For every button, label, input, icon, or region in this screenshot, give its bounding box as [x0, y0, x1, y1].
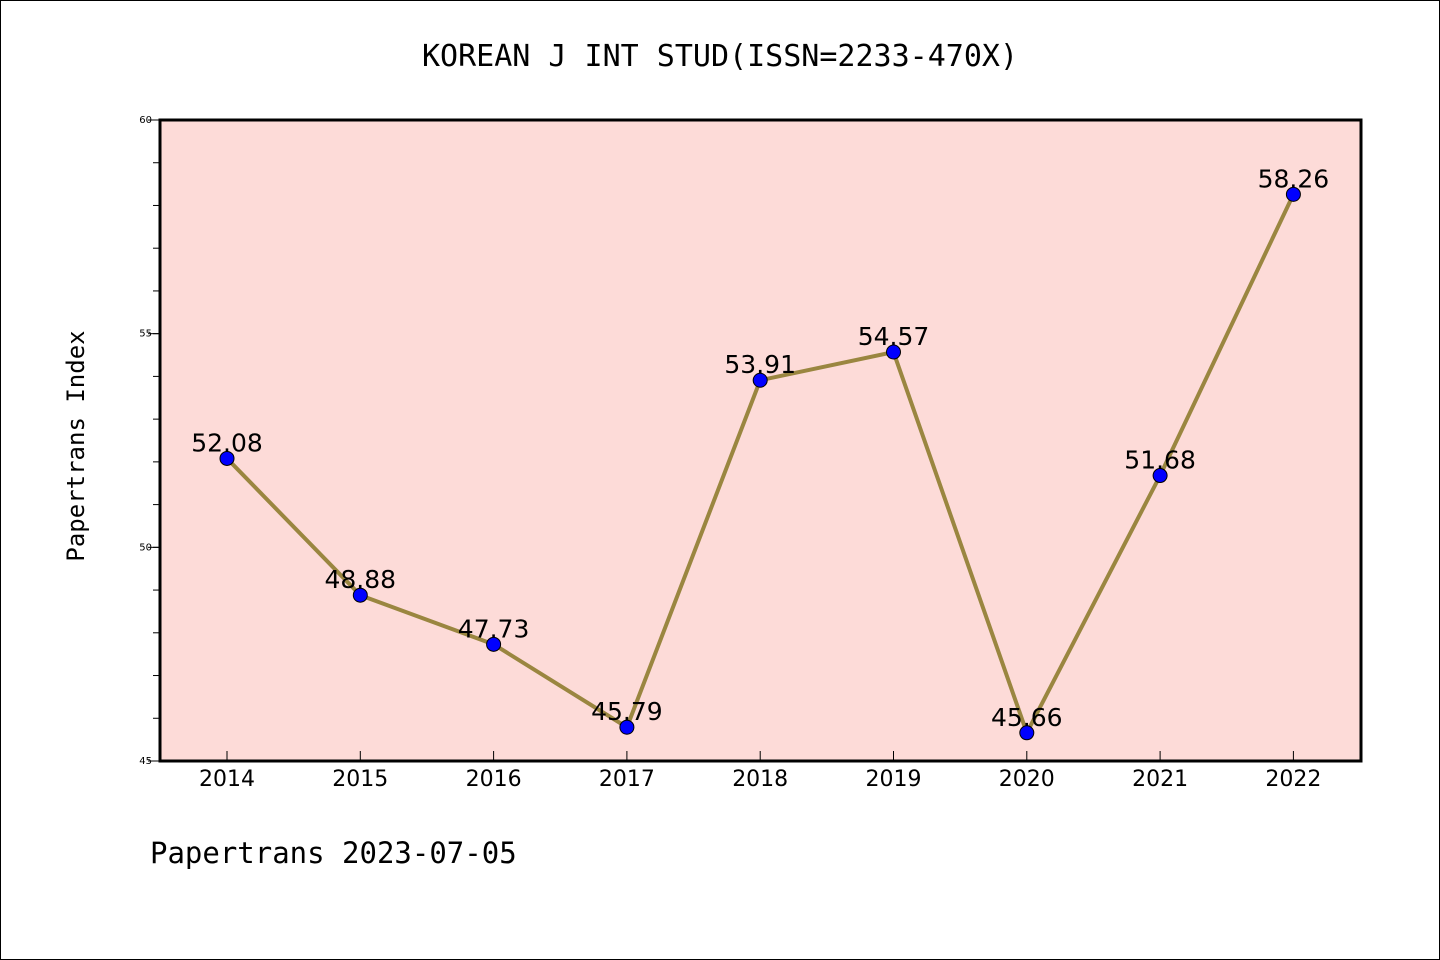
data-label: 54.57 [858, 322, 930, 351]
chart-title: KOREAN J INT STUD(ISSN=2233-470X) [422, 39, 1018, 74]
data-markers [219, 186, 1301, 741]
data-point [352, 587, 368, 603]
y-tick-label: 60 [139, 115, 152, 126]
x-tick-label: 2020 [999, 767, 1055, 792]
x-tick-label: 2016 [466, 767, 522, 792]
data-label: 52.08 [191, 428, 263, 457]
data-label: 45.79 [591, 697, 663, 726]
data-label: 47.73 [458, 614, 530, 643]
data-point [1285, 186, 1301, 202]
x-tick-label: 2017 [599, 767, 655, 792]
data-label: 48.88 [325, 565, 397, 594]
plot-area [158, 118, 1363, 763]
data-point [1019, 725, 1035, 741]
x-tick-label: 2019 [866, 767, 922, 792]
x-axis-ticks: 2014 2015 2016 2017 2018 2019 2020 2021 2022 [199, 751, 1321, 792]
x-tick-label: 2018 [732, 767, 788, 792]
data-point [486, 636, 502, 652]
x-tick-label: 2021 [1132, 767, 1188, 792]
y-tick-label: 45 [139, 756, 152, 767]
data-label: 45.66 [991, 703, 1063, 732]
data-point [752, 372, 768, 388]
data-label: 58.26 [1258, 164, 1330, 193]
data-point [619, 719, 635, 735]
data-labels: 52.08 48.88 47.73 45.79 53.91 54.57 45.66 51.68… [191, 164, 1329, 731]
data-label: 53.91 [724, 350, 796, 379]
x-tick-label: 2014 [199, 767, 255, 792]
y-axis-ticks: 45 50 55 60 [139, 115, 160, 767]
x-tick-label: 2022 [1265, 767, 1321, 792]
y-tick-label: 55 [139, 329, 152, 340]
data-label: 51.68 [1124, 446, 1196, 475]
data-point [219, 450, 235, 466]
x-tick-label: 2015 [332, 767, 388, 792]
y-tick-label: 50 [139, 542, 152, 553]
footer-note: Papertrans 2023-07-05 [150, 836, 517, 870]
data-point [1152, 468, 1168, 484]
y-axis-label: Papertrans Index [62, 330, 90, 561]
data-point [886, 344, 901, 360]
